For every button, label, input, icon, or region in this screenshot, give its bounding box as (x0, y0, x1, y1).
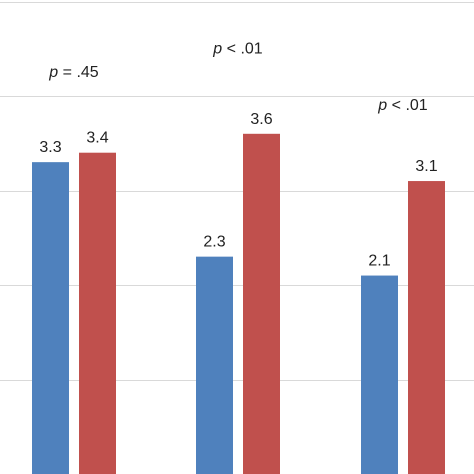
data-label-series-2-group-3: 3.1 (415, 158, 437, 175)
data-label-series-2-group-1: 3.4 (86, 130, 108, 147)
significance-annotation-3: p < .01 (377, 97, 427, 114)
bar-series-2-group-1 (79, 152, 116, 474)
significance-annotation-2: p < .01 (212, 40, 262, 57)
significance-annotation-1: p = .45 (48, 64, 98, 81)
significance-annotations: p = .45p < .01p < .01 (48, 40, 427, 114)
data-labels: 3.3 2.3 2.1 3.4 3.6 3.1 (39, 111, 437, 270)
bar-series-1-group-2 (196, 256, 233, 474)
bar-series-2-group-3 (408, 181, 445, 474)
data-label-series-2-group-2: 3.6 (250, 111, 272, 128)
data-label-series-1-group-2: 2.3 (203, 234, 225, 251)
p-value: < .01 (222, 40, 263, 57)
bar-series-1-group-1 (32, 162, 69, 474)
data-label-series-1-group-3: 2.1 (368, 253, 390, 270)
p-symbol: p (212, 40, 222, 57)
p-value: = .45 (58, 64, 99, 81)
p-symbol: p (377, 97, 387, 114)
bar-series-2-group-2 (243, 133, 280, 474)
bar-series-1-group-3 (361, 275, 398, 474)
gridlines (0, 2, 474, 381)
data-label-series-1-group-1: 3.3 (39, 139, 61, 156)
bars (32, 133, 445, 474)
p-symbol: p (48, 64, 58, 81)
p-value: < .01 (387, 97, 428, 114)
